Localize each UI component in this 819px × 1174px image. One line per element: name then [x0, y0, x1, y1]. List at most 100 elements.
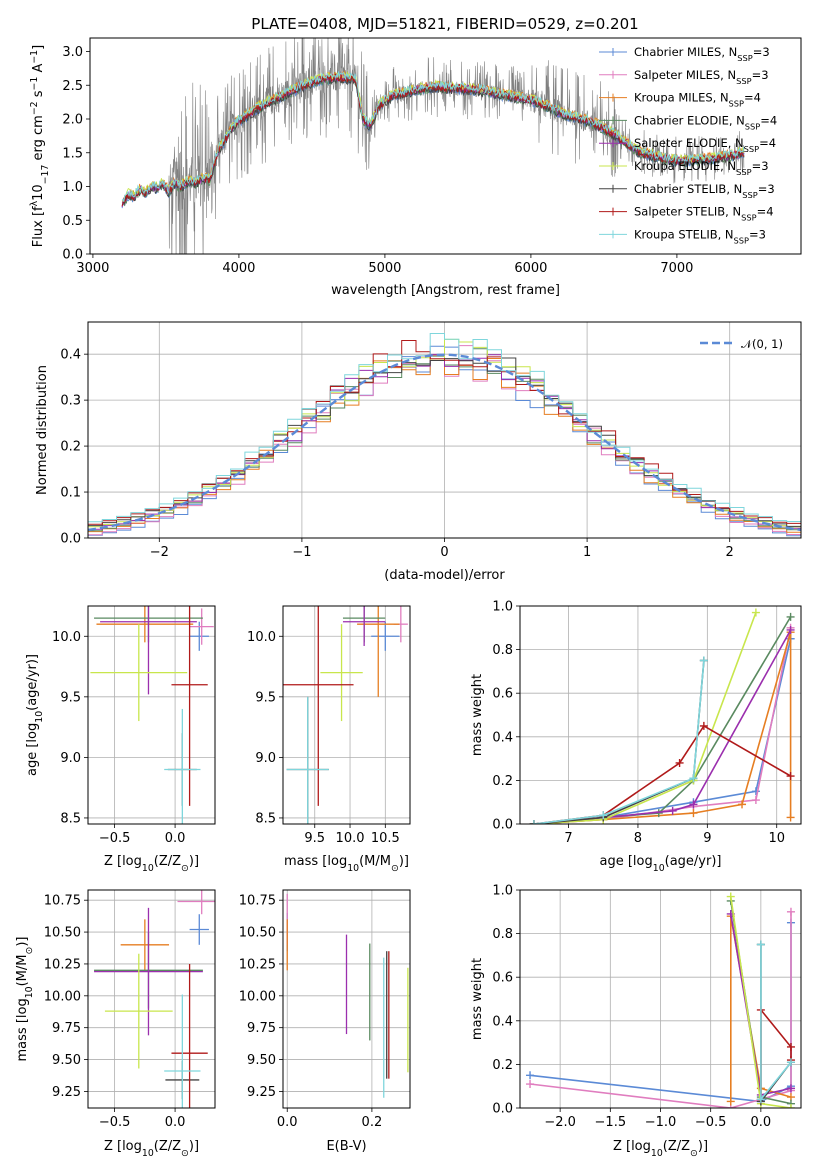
y-tick-label: 0.6 [492, 687, 513, 702]
label-part: ⊙ [391, 863, 399, 874]
legend-nssp: =4 [759, 136, 776, 150]
legend-sub: SSP [734, 235, 749, 245]
x-tick-label: −2 [150, 545, 169, 560]
legend-entry: Salpeter MILES, NSSP=3 [634, 68, 769, 86]
cumulative-line [533, 612, 757, 824]
panel-mass_vs_EBV: 0.0 0.2 9.25 9.50 9.75 10.00 10.25 10.50 10.75 E(… [239, 889, 411, 1154]
label-part: )] [399, 854, 409, 869]
label-part: ] [31, 45, 46, 50]
label-part: )] [189, 1139, 199, 1154]
label-part: (Z/Z [154, 854, 181, 869]
plus-marker [689, 809, 698, 818]
grid [88, 606, 215, 824]
y-tick-label: 0.2 [60, 440, 81, 455]
label-part: f [31, 206, 46, 211]
y-tick-label: 0.6 [492, 971, 513, 986]
legend-entry: Kroupa STELIB, NSSP=3 [634, 227, 766, 245]
plus-marker [786, 907, 795, 916]
x-tick-label: 0.0 [165, 1115, 186, 1130]
plus-marker [699, 656, 708, 665]
legend-nssp: =3 [752, 68, 769, 82]
legend-name: Chabrier MILES, N [634, 45, 737, 59]
x-tick-label: 10.5 [371, 831, 400, 846]
legend-name: Kroupa STELIB, N [634, 227, 734, 241]
y-tick-label: 10.50 [44, 926, 81, 941]
y-tick-label: 0.2 [492, 774, 513, 789]
x-tick-label: 7 [564, 831, 572, 846]
plot-area [121, 38, 745, 254]
plot-area [526, 892, 795, 1108]
panel-age_vs_mass: 9.5 10.0 10.5 8.5 9.0 9.5 10.0 mass [log10(M/M⊙… [247, 605, 411, 874]
legend-name: Salpeter STELIB, N [634, 205, 741, 219]
y-tick-label: 0.8 [492, 927, 513, 942]
label-part: erg cm [31, 115, 46, 164]
legend-nssp: =4 [760, 113, 777, 127]
y-tick-label: 10.25 [44, 957, 81, 972]
x-axis-label: Z [log10(Z/Z⊙)] [104, 854, 199, 874]
figure-title: PLATE=0408, MJD=51821, FIBERID=0529, z=0… [251, 15, 638, 33]
cumulative-line [533, 631, 792, 824]
y-tick-label: 10.75 [44, 894, 81, 909]
y-tick-label: 1.0 [492, 884, 513, 899]
y-tick-label: 8.5 [255, 811, 276, 826]
label-part: 10 [24, 986, 35, 998]
plot-area [286, 893, 409, 1098]
y-tick-label: 9.0 [255, 751, 276, 766]
plus-marker [526, 1071, 535, 1080]
label-part: (M/M [15, 955, 30, 987]
legend-sub: SSP [744, 144, 759, 154]
legend-name: Chabrier STELIB, N [634, 182, 742, 196]
y-tick-label: 0.4 [60, 348, 81, 363]
cumulative-line [533, 660, 705, 824]
plus-marker [756, 1095, 765, 1104]
cumulative-line [533, 660, 705, 824]
y-tick-label: 1.5 [62, 146, 83, 161]
panel-residuals: −2 −1 0 1 2 0.0 0.1 0.2 0.3 0.4 (data-model)/error… [35, 321, 802, 583]
y-tick-label: 2.5 [62, 79, 83, 94]
panel-mass_vs_Z: −0.5 0.0 9.25 9.50 9.75 10.00 10.25 10.50 10.75 Z… [15, 889, 216, 1159]
y-tick-label: 9.5 [255, 690, 276, 705]
label-part: −1 [29, 77, 40, 91]
y-tick-label: 0.1 [60, 486, 81, 501]
y-tick-label: 10.50 [239, 926, 276, 941]
label-part: ⊙ [181, 1148, 189, 1159]
histogram-step [88, 333, 801, 526]
y-tick-label: 8.5 [60, 811, 81, 826]
x-tick-label: 0 [440, 545, 448, 560]
x-tick-label: 9 [703, 831, 711, 846]
legend-name: Kroupa MILES, N [634, 91, 729, 105]
y-tick-label: 9.25 [247, 1085, 276, 1100]
cumulative-line [533, 638, 792, 824]
plus-marker [738, 800, 747, 809]
y-tick-label: 10.75 [239, 894, 276, 909]
plus-marker [699, 721, 708, 730]
plus-marker [786, 1042, 795, 1051]
panel-age_vs_Z: −0.5 0.08.59.09.510.0Z [log10(Z/Z⊙)]age [… [25, 605, 216, 874]
plus-marker [786, 772, 795, 781]
plus-marker [599, 811, 608, 820]
cumulative-line [760, 944, 792, 1104]
axes-frame [87, 605, 216, 825]
plot-area [94, 890, 215, 1108]
legend-nssp: =3 [758, 182, 775, 196]
x-tick-label: −0.5 [99, 831, 131, 846]
plus-marker [668, 806, 677, 815]
label-part: ⊙ [181, 863, 189, 874]
legend-entry: Salpeter STELIB, NSSP=4 [634, 205, 774, 223]
legend-nssp: =4 [757, 205, 774, 219]
y-tick-label: 0.5 [62, 214, 83, 229]
legend-sub: SSP [729, 99, 744, 109]
y-tick-label: 0.3 [60, 394, 81, 409]
label-part: Z [log [104, 854, 142, 869]
x-axis-label: age [log10(age/yr)] [600, 854, 722, 874]
y-tick-label: 0.4 [492, 1014, 513, 1029]
legend-sub: SSP [736, 76, 751, 86]
legend-sub: SSP [737, 53, 752, 63]
plot-area [283, 606, 408, 824]
x-axis-label: Z [log10(Z/Z⊙)] [613, 1139, 708, 1159]
model-spectrum-line [121, 72, 745, 207]
y-tick-label: 1.0 [492, 600, 513, 615]
axes-frame [89, 37, 802, 255]
cumulative-line [760, 1007, 792, 1100]
